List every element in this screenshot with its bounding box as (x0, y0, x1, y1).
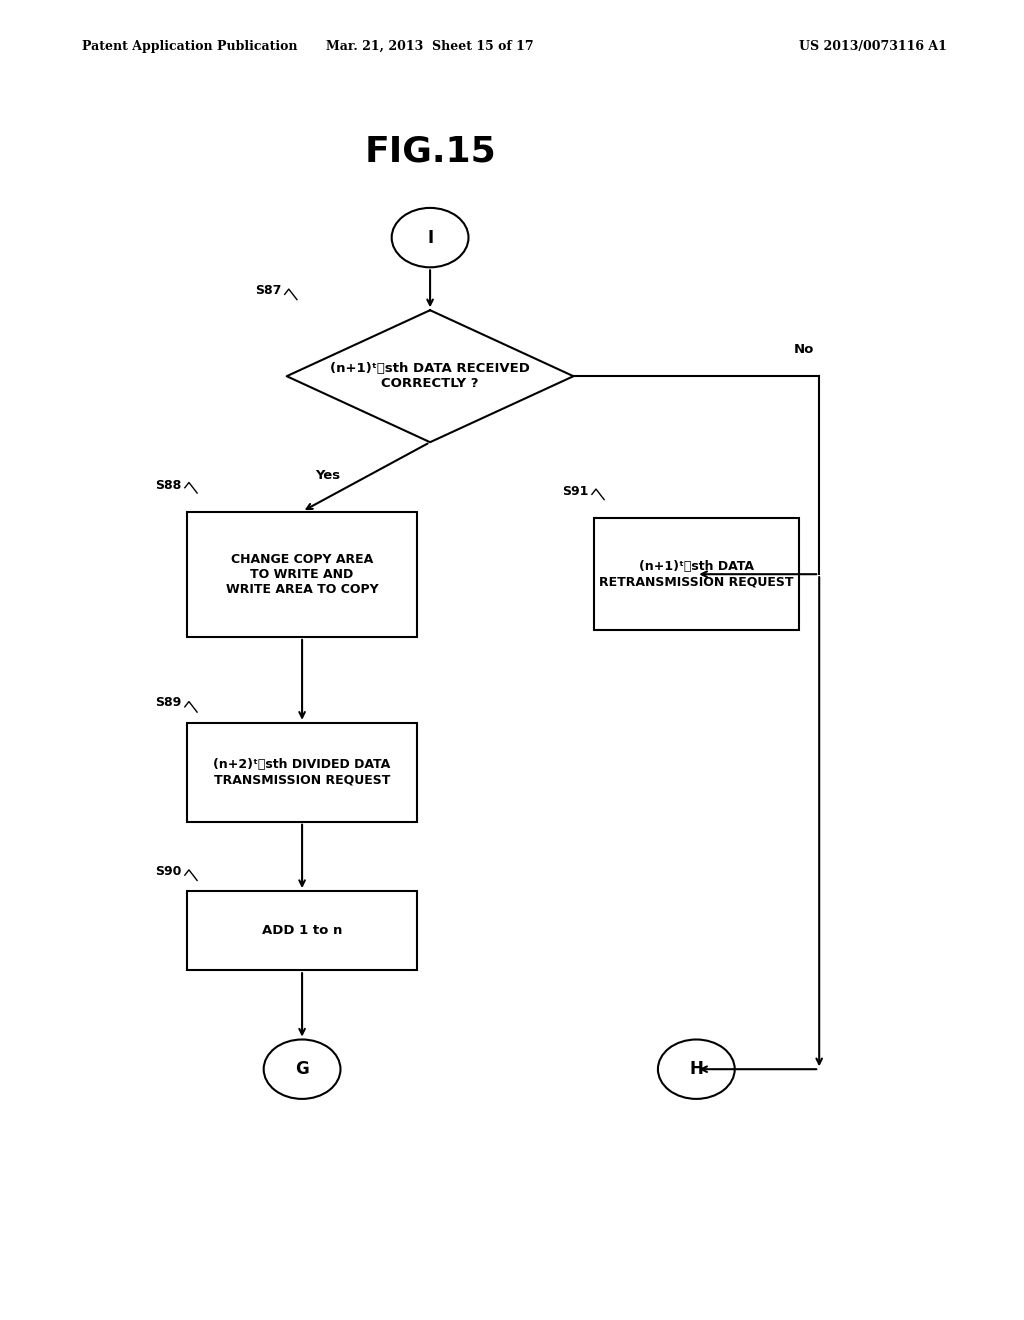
Text: (n+1)ᵗ˾sth DATA
RETRANSMISSION REQUEST: (n+1)ᵗ˾sth DATA RETRANSMISSION REQUEST (599, 560, 794, 589)
Text: S87: S87 (255, 284, 282, 297)
Text: (n+2)ᵗ˾sth DIVIDED DATA
TRANSMISSION REQUEST: (n+2)ᵗ˾sth DIVIDED DATA TRANSMISSION REQ… (213, 758, 391, 787)
Text: FIG.15: FIG.15 (365, 135, 496, 169)
Polygon shape (287, 310, 573, 442)
Ellipse shape (658, 1040, 735, 1098)
Text: ADD 1 to n: ADD 1 to n (262, 924, 342, 937)
Text: H: H (689, 1060, 703, 1078)
Ellipse shape (391, 209, 468, 268)
Text: I: I (427, 228, 433, 247)
Text: No: No (794, 343, 814, 356)
Text: Yes: Yes (315, 469, 340, 482)
FancyBboxPatch shape (186, 512, 418, 638)
Text: Mar. 21, 2013  Sheet 15 of 17: Mar. 21, 2013 Sheet 15 of 17 (327, 40, 534, 53)
Text: S88: S88 (156, 479, 182, 491)
Text: US 2013/0073116 A1: US 2013/0073116 A1 (799, 40, 946, 53)
Text: S90: S90 (156, 865, 182, 878)
FancyBboxPatch shape (594, 519, 799, 631)
Text: S89: S89 (156, 697, 182, 709)
Text: (n+1)ᵗ˾sth DATA RECEIVED
CORRECTLY ?: (n+1)ᵗ˾sth DATA RECEIVED CORRECTLY ? (330, 362, 530, 391)
Text: S91: S91 (562, 486, 589, 498)
FancyBboxPatch shape (186, 891, 418, 970)
Text: CHANGE COPY AREA
TO WRITE AND
WRITE AREA TO COPY: CHANGE COPY AREA TO WRITE AND WRITE AREA… (225, 553, 379, 595)
FancyBboxPatch shape (186, 722, 418, 821)
Text: Patent Application Publication: Patent Application Publication (82, 40, 297, 53)
Ellipse shape (264, 1040, 340, 1098)
Text: G: G (295, 1060, 309, 1078)
